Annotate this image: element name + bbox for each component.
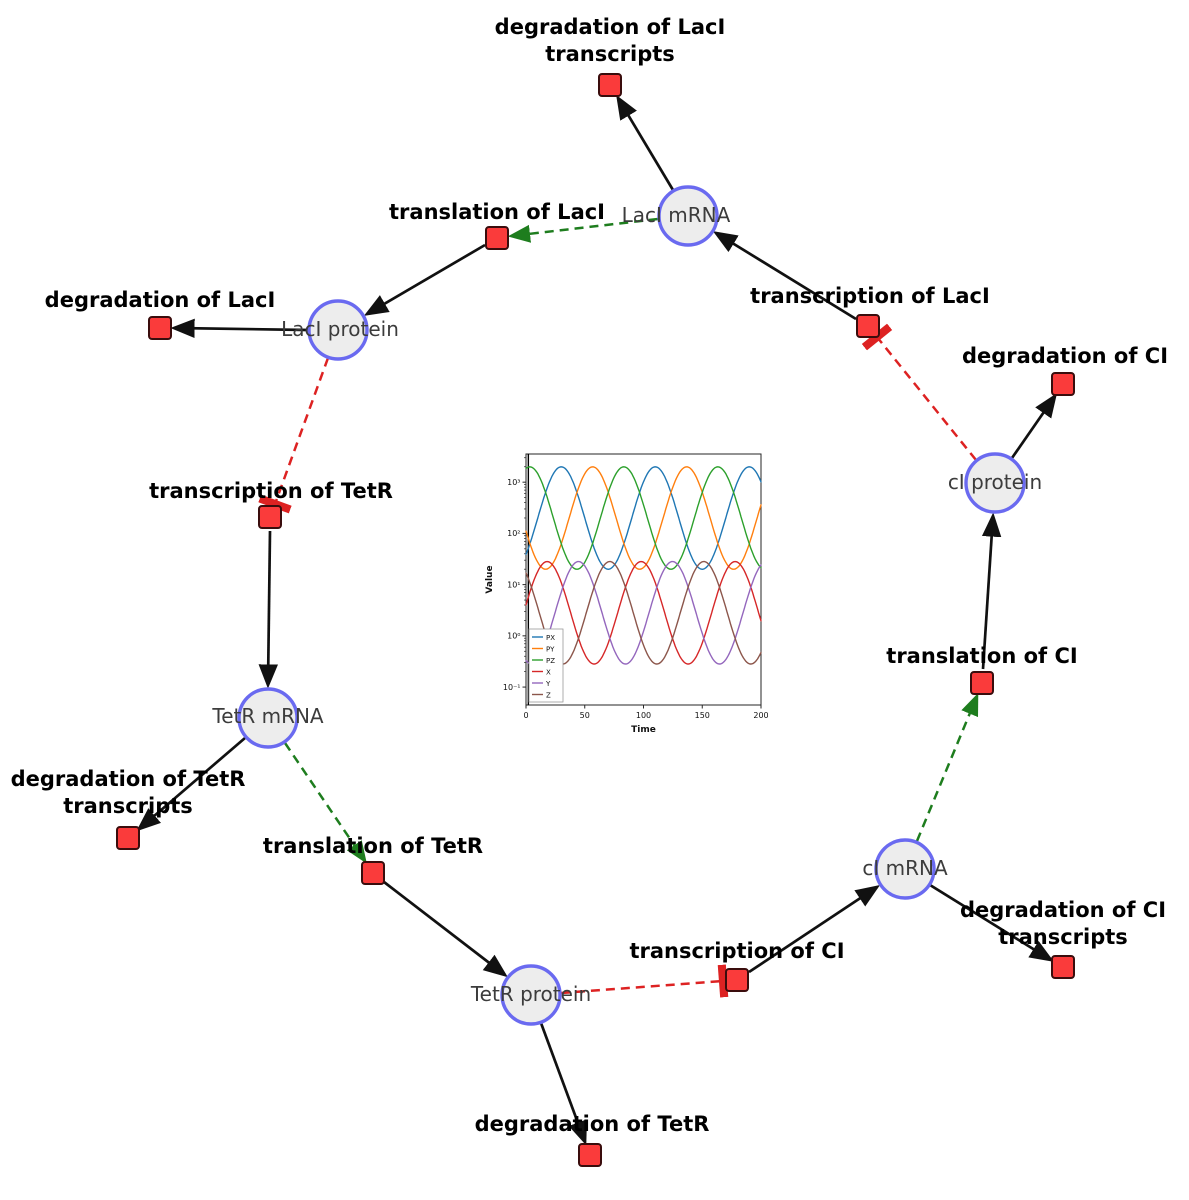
species-label: TetR protein	[470, 982, 591, 1006]
edge-inhibition-laciprotein-to-transcription-tetr	[258, 357, 330, 514]
reaction-label: transcripts	[63, 794, 193, 818]
reaction-label: translation of LacI	[389, 200, 605, 224]
timecourse-plot: 10⁻¹ 10⁰ 10¹ 10² 10³ 0 50 100 150 200 Time Value PX P…	[480, 446, 768, 758]
reaction-node-degradation-ci-transcripts[interactable]	[1051, 955, 1075, 979]
species-label: cI mRNA	[862, 856, 948, 880]
species-label: cI protein	[948, 470, 1042, 494]
reaction-label: degradation of CI	[960, 898, 1166, 922]
legend-label-Y: Y	[545, 680, 551, 688]
edge-tetrmrna-to-deg-transcripts	[136, 736, 246, 832]
species-node-ci-protein[interactable]	[964, 452, 1026, 514]
reaction-node-transcription-ci[interactable]	[725, 968, 749, 992]
reaction-label: degradation of TetR	[11, 767, 246, 791]
x-tick-label: 200	[753, 711, 768, 720]
edge-inhibition-tetrprotein-to-transcription-ci	[560, 964, 729, 998]
reaction-label: transcription of CI	[629, 939, 844, 963]
species-label: LacI protein	[281, 317, 399, 341]
x-axis-label: Time	[631, 725, 656, 735]
edge-layer	[136, 94, 1058, 1146]
reaction-label: transcription of LacI	[750, 284, 990, 308]
reaction-node-translation-laci[interactable]	[485, 226, 509, 250]
series-line-X	[525, 560, 762, 665]
edge-modifier-tetrmrna-to-translation	[283, 742, 367, 864]
edge-translation-tetr-to-tetrprotein	[383, 880, 508, 978]
legend-label-PY: PY	[546, 645, 555, 653]
edge-inhibition-ciprotein-to-transcription-laci	[861, 323, 977, 461]
y-tick-label: 10⁻¹	[503, 683, 521, 692]
series-line-PY	[525, 466, 762, 570]
edge-tetrprotein-to-deg-tetr	[539, 1022, 587, 1146]
series-line-PX	[525, 466, 762, 570]
legend-label-Z: Z	[546, 691, 551, 699]
edge-transcription-ci-to-cimrna	[748, 884, 881, 974]
species-label: LacI mRNA	[622, 203, 731, 227]
reaction-node-translation-tetr[interactable]	[361, 861, 385, 885]
x-tick-label: 100	[636, 711, 651, 720]
y-tick-label: 10¹	[507, 580, 520, 589]
y-tick-label: 10³	[507, 478, 520, 487]
legend-label-PX: PX	[546, 634, 555, 642]
y-tick-label: 10²	[507, 529, 520, 538]
edge-modifier-cimrna-to-translation	[915, 692, 979, 842]
species-node-ci-mrna[interactable]	[874, 838, 936, 900]
edge-modifier-lacimrna-to-translation	[507, 217, 659, 243]
reaction-node-transcription-laci[interactable]	[856, 314, 880, 338]
node-layer	[116, 73, 1075, 1167]
reaction-label: transcription of TetR	[149, 479, 393, 503]
species-label: TetR mRNA	[211, 704, 324, 728]
edge-translation-laci-to-laciprotein	[363, 243, 486, 316]
edge-lacimrna-to-deg-transcripts	[616, 94, 675, 191]
reaction-label: degradation of LacI	[45, 288, 276, 312]
reaction-node-degradation-tetr[interactable]	[578, 1143, 602, 1167]
edge-transcription-laci-to-lacimrna	[712, 231, 857, 321]
reaction-node-degradation-tetr-transcripts[interactable]	[116, 826, 140, 850]
series-line-Y	[525, 560, 762, 665]
legend-label-X: X	[546, 668, 551, 676]
edge-translation-ci-to-ciprotein	[981, 512, 1002, 670]
legend-box	[528, 628, 564, 703]
reaction-node-degradation-ci[interactable]	[1051, 372, 1075, 396]
reaction-label: translation of CI	[886, 644, 1077, 668]
series-line-PZ	[525, 466, 762, 570]
reaction-node-translation-ci[interactable]	[970, 671, 994, 695]
edge-laciprotein-to-deg-laci	[170, 318, 309, 339]
reaction-label: degradation of TetR	[475, 1112, 710, 1136]
y-axis-label: Value	[485, 565, 495, 593]
reaction-label: transcripts	[545, 42, 675, 66]
species-node-laci-mrna[interactable]	[657, 185, 719, 247]
edge-cimrna-to-deg-transcripts	[929, 883, 1055, 962]
species-node-tetr-mrna[interactable]	[237, 687, 299, 749]
reaction-node-transcription-tetr[interactable]	[258, 505, 282, 529]
reaction-label: transcripts	[998, 925, 1128, 949]
series-line-Z	[525, 560, 762, 665]
legend-label-PZ: PZ	[546, 657, 555, 665]
x-tick-label: 50	[580, 711, 590, 720]
reaction-label: translation of TetR	[263, 834, 483, 858]
reaction-label: degradation of CI	[962, 344, 1168, 368]
species-node-tetr-protein[interactable]	[500, 964, 562, 1026]
reaction-node-degradation-laci[interactable]	[148, 316, 172, 340]
x-tick-label: 150	[695, 711, 710, 720]
reaction-label: degradation of LacI	[495, 15, 726, 39]
species-node-laci-protein[interactable]	[307, 299, 369, 361]
label-layer: degradation of LacI transcripts translat…	[11, 15, 1168, 1136]
x-tick-label: 0	[523, 711, 528, 720]
edge-ciprotein-to-deg-ci	[1010, 393, 1058, 459]
edge-transcription-tetr-to-tetrmrna	[258, 530, 278, 689]
y-tick-label: 10⁰	[507, 632, 520, 641]
reaction-node-degradation-laci-transcripts[interactable]	[598, 73, 622, 97]
